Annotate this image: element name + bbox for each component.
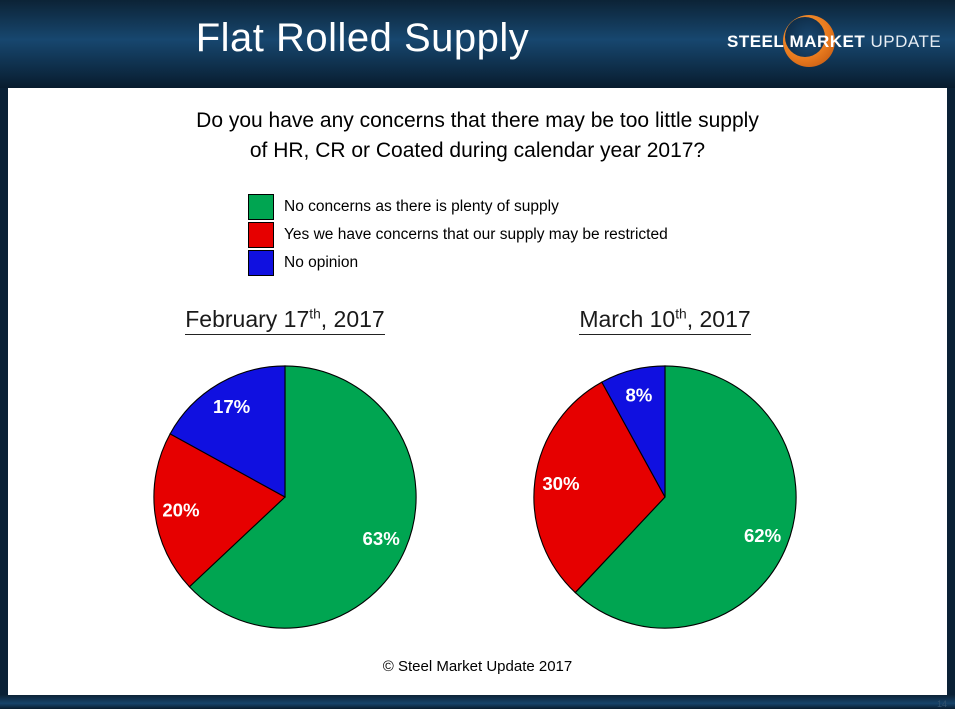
legend-swatch-blue [248,250,274,276]
chart-title-superscript: th [675,306,687,322]
legend-label: No opinion [284,254,359,271]
chart-title-text: , 2017 [320,306,385,332]
pie-slice [188,365,417,629]
slide-header: Flat Rolled Supply STEEL MARKET UPDATE [0,0,955,88]
question-text: Do you have any concerns that there may … [8,106,947,167]
legend-item-no-concerns: No concerns as there is plenty of supply [248,194,668,220]
pie-data-label: 8% [625,385,652,406]
pie-data-label: 17% [213,396,251,417]
pie-svg: 63% 20% 17% [153,365,417,629]
chart-title-march: March 10th, 2017 [579,306,751,335]
pie-data-label: 30% [542,473,580,494]
pie-chart-february: 63% 20% 17% [113,359,457,635]
pie-slice [574,365,797,629]
legend-label: Yes we have concerns that our supply may… [284,226,668,243]
page-number: 14 [936,699,947,709]
pie-chart-march: 62% 30% 8% [493,359,837,635]
chart-legend: No concerns as there is plenty of supply… [248,194,668,278]
chart-title-text: , 2017 [686,306,751,332]
pie-slice [169,365,286,498]
chart-title-text: March 10 [579,306,676,332]
pie-slice [153,433,286,588]
logo-word-market: MARKET [789,32,866,51]
question-line-1: Do you have any concerns that there may … [196,109,759,132]
pie-data-label: 20% [162,499,200,520]
smu-logo-text: STEEL MARKET UPDATE [727,32,949,52]
legend-item-concerns: Yes we have concerns that our supply may… [248,222,668,248]
legend-swatch-green [248,194,274,220]
copyright-text: © Steel Market Update 2017 [382,658,573,675]
logo-word-update: UPDATE [870,32,942,51]
logo-word-steel: STEEL [727,32,785,51]
smu-logo: STEEL MARKET UPDATE [727,12,949,74]
pie-data-label: 62% [744,525,782,546]
chart-title-text: February 17 [185,306,310,332]
slide-footer-bar: 14 [0,695,955,709]
pie-slice [533,381,666,594]
legend-label: No concerns as there is plenty of supply [284,198,559,215]
chart-block-february: February 17th, 2017 63% 20% 17% [113,306,457,635]
question-line-2: of HR, CR or Coated during calendar year… [249,139,706,163]
pie-svg: 62% 30% 8% [533,365,797,629]
chart-title-february: February 17th, 2017 [185,306,385,335]
pie-data-label: 63% [363,528,401,549]
page-title: Flat Rolled Supply [195,16,530,60]
legend-swatch-red [248,222,274,248]
pie-slice [601,365,666,498]
legend-item-no-opinion: No opinion [248,250,668,276]
chart-title-superscript: th [309,306,321,322]
smu-logo-globe-icon [783,15,835,67]
chart-block-march: March 10th, 2017 62% 30% 8% [493,306,837,635]
slide-content: Do you have any concerns that there may … [8,88,947,695]
